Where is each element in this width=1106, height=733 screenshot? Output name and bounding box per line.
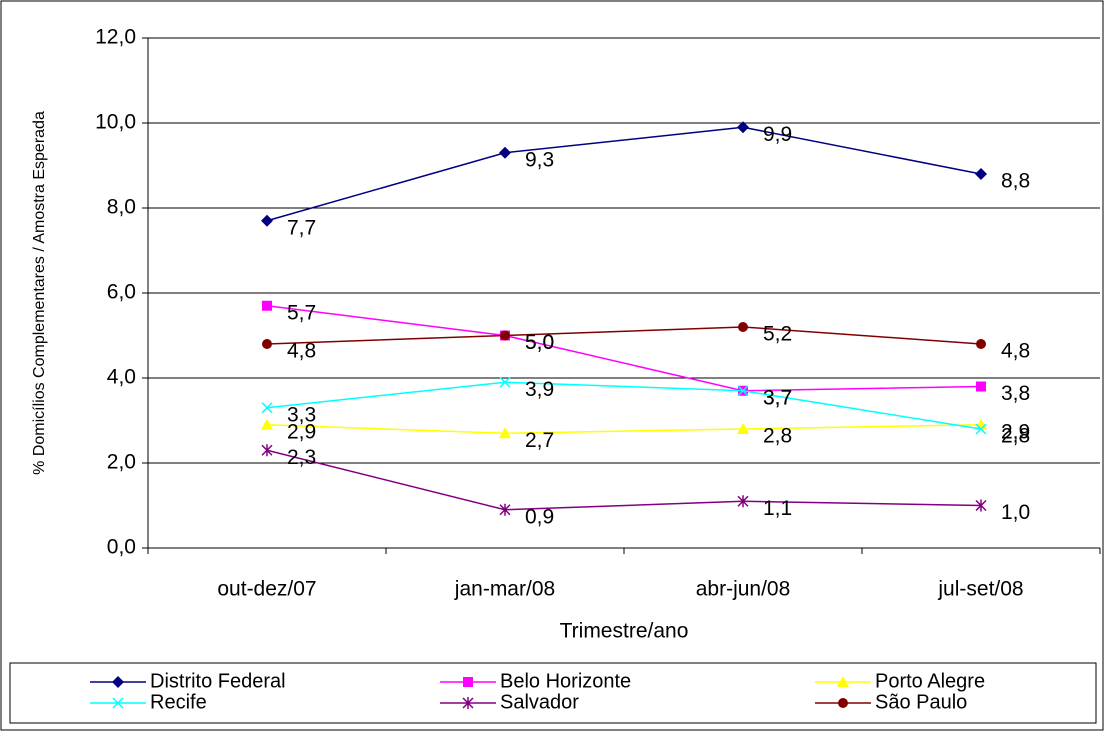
legend-box: [9, 662, 1097, 724]
data-label: 2,9: [287, 420, 316, 443]
y-tick-label: 8,0: [107, 196, 136, 219]
data-label: 7,7: [287, 216, 316, 239]
y-tick-label: 2,0: [107, 451, 136, 474]
marker: [975, 423, 987, 435]
y-tick-label: 12,0: [95, 26, 136, 49]
data-label: 9,3: [525, 148, 554, 171]
data-label: 2,8: [763, 425, 792, 448]
legend-label: Porto Alegre: [875, 670, 985, 692]
legend-label: Salvador: [500, 691, 579, 713]
marker: [499, 503, 511, 516]
legend-label: Belo Horizonte: [500, 670, 631, 692]
marker: [112, 697, 124, 709]
x-tick-label: out-dez/07: [217, 578, 316, 601]
marker: [499, 376, 511, 388]
marker: [738, 322, 748, 332]
y-tick-label: 10,0: [95, 111, 136, 134]
marker: [261, 402, 273, 414]
series-line: [266, 381, 982, 430]
y-tick-label: 4,0: [107, 366, 136, 389]
data-label: 1,1: [763, 497, 792, 520]
legend-label: São Paulo: [875, 691, 967, 713]
x-tick-label: abr-jun/08: [696, 578, 791, 601]
data-label: 2,9: [1001, 420, 1030, 443]
data-label: 5,7: [287, 301, 316, 324]
marker: [262, 300, 272, 311]
marker: [737, 385, 749, 397]
data-label: 2,7: [525, 429, 554, 452]
marker: [976, 339, 986, 349]
series-line: [266, 449, 982, 511]
data-label: 9,9: [763, 123, 792, 146]
y-tick-label: 0,0: [107, 536, 136, 559]
data-label: 2,3: [287, 446, 316, 469]
data-label: 8,8: [1001, 170, 1030, 193]
data-label: 3,7: [763, 386, 792, 409]
data-label: 4,8: [287, 340, 316, 363]
x-tick-label: jul-set/08: [937, 578, 1023, 601]
data-label: 4,8: [1001, 340, 1030, 363]
marker: [499, 427, 511, 439]
marker: [838, 698, 848, 708]
marker: [737, 121, 749, 134]
data-label: 3,8: [1001, 382, 1030, 405]
data-label: 3,7: [763, 386, 792, 409]
y-axis-label: % Domicílios Complementares / Amostra Es…: [31, 111, 48, 475]
marker: [837, 676, 849, 687]
marker: [463, 677, 473, 687]
marker: [737, 495, 749, 508]
marker: [112, 676, 124, 688]
data-label: 5,0: [525, 331, 554, 354]
marker: [261, 444, 273, 457]
marker: [499, 146, 511, 159]
data-label: 5,0: [525, 331, 554, 354]
y-tick-label: 6,0: [107, 281, 136, 304]
marker: [262, 339, 272, 349]
data-label: 3,3: [287, 403, 316, 426]
legend-label: Recife: [150, 691, 207, 713]
x-tick-label: jan-mar/08: [454, 578, 555, 601]
marker: [261, 214, 273, 227]
marker: [976, 381, 986, 392]
data-label: 0,9: [525, 505, 554, 528]
marker: [975, 499, 987, 512]
series-line: [266, 126, 982, 222]
data-label: 5,2: [763, 323, 792, 346]
marker: [975, 168, 987, 180]
data-label: 2,8: [1001, 425, 1030, 448]
data-label: 1,0: [1001, 501, 1030, 524]
marker: [500, 330, 510, 341]
series-line: [266, 424, 982, 435]
series-line: [266, 326, 982, 345]
x-axis-label: Trimestre/ano: [560, 620, 689, 643]
marker: [462, 697, 474, 709]
marker: [737, 423, 749, 434]
series-line: [266, 305, 982, 392]
data-label: 3,9: [525, 378, 554, 401]
marker: [261, 418, 273, 430]
legend-label: Distrito Federal: [150, 670, 286, 692]
